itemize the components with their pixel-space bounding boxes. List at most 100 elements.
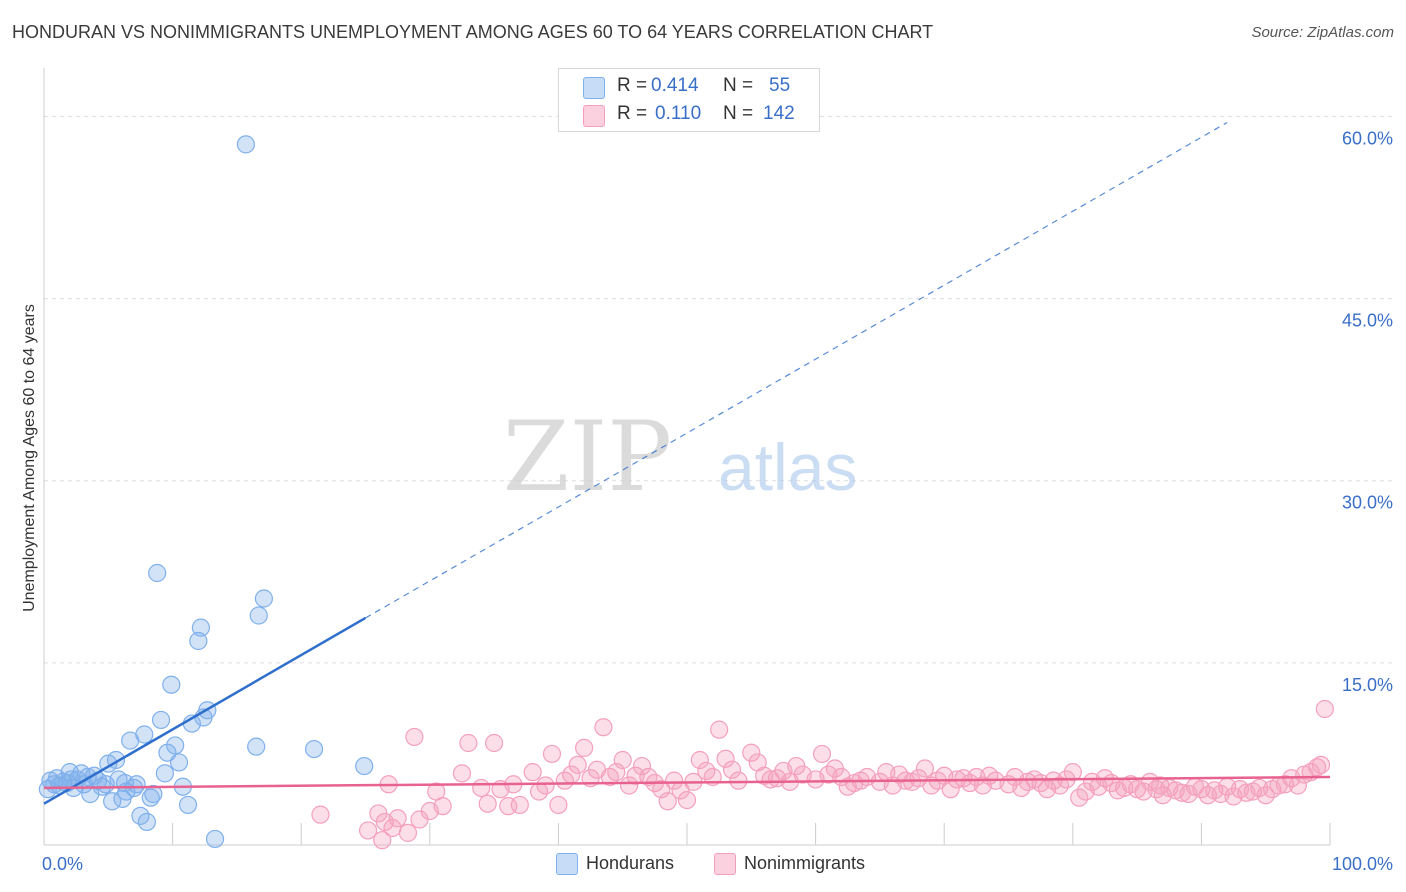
nonimmigrants-trend-line	[43, 775, 1331, 790]
watermark-atlas: atlas	[718, 430, 857, 504]
nonimmigrants-point	[472, 778, 491, 798]
nonimmigrants-point	[594, 718, 613, 737]
nonimmigrants-point	[358, 821, 378, 840]
y-tick-label: 30.0%	[1342, 493, 1393, 513]
hondurans-r-value: 0.414	[651, 75, 699, 96]
nonimmigrants-legend-label: Nonimmigrants	[744, 853, 866, 873]
r-label: R =	[617, 75, 648, 96]
nonimmigrants-r-value: 0.110	[655, 103, 702, 124]
nonimmigrants-point	[1151, 776, 1170, 795]
x-tick-label: 100.0%	[1332, 854, 1393, 874]
hondurans-point	[247, 737, 266, 756]
hondurans-point	[254, 589, 274, 608]
nonimmigrants-point	[1018, 772, 1037, 791]
y-tick-label: 45.0%	[1342, 311, 1393, 331]
nonimmigrants-point	[398, 823, 418, 842]
nonimmigrants-point	[568, 755, 587, 774]
hondurans-point	[162, 675, 181, 694]
nonimmigrants-swatch	[583, 105, 605, 127]
source-credit: Source: ZipAtlas.com	[1251, 24, 1394, 41]
hondurans-legend-label: Hondurans	[586, 853, 675, 873]
nonimmigrants-point	[1315, 699, 1334, 719]
hondurans-point	[155, 764, 174, 783]
nonimmigrants-point	[716, 749, 735, 768]
nonimmigrants-point	[658, 792, 677, 811]
nonimmigrants-point	[1108, 781, 1127, 800]
legend-row-hondurans: R = 0.414 N = 55	[583, 75, 813, 99]
legend-item-nonimmigrants[interactable]: Nonimmigrants	[714, 852, 894, 876]
grid-lines	[44, 115, 1392, 664]
hondurans-legend-swatch	[556, 853, 578, 875]
nonimmigrants-point	[812, 744, 832, 764]
data-points	[38, 135, 1334, 850]
nonimmigrants-point	[677, 790, 697, 810]
nonimmigrants-point	[838, 777, 857, 796]
hondurans-point	[166, 736, 185, 755]
nonimmigrants-n-value: 142	[763, 103, 795, 124]
nonimmigrants-point	[405, 727, 424, 747]
nonimmigrants-point	[427, 782, 446, 801]
nonimmigrants-point	[665, 771, 684, 790]
nonimmigrants-point	[1311, 755, 1331, 774]
stats-legend: R = 0.414 N = 55 R = 0.110 N = 142	[558, 68, 820, 132]
nonimmigrants-point	[902, 772, 922, 791]
hondurans-trend-line	[43, 616, 367, 805]
legend-row-nonimmigrants: R = 0.110 N = 142	[583, 103, 813, 127]
hondurans-point	[191, 618, 210, 637]
hondurans-point	[151, 710, 171, 730]
trend-lines	[43, 121, 1331, 805]
nonimmigrants-point	[613, 750, 632, 770]
nonimmigrants-point	[523, 763, 542, 782]
n-label: N =	[723, 75, 754, 96]
hondurans-point	[178, 795, 198, 815]
r-label: R =	[617, 103, 648, 124]
hondurans-point	[158, 743, 177, 762]
hondurans-point	[144, 784, 163, 804]
nonimmigrants-point	[459, 733, 478, 753]
x-tick-label: 0.0%	[42, 854, 83, 874]
nonimmigrants-point	[626, 766, 645, 785]
nonimmigrants-point	[373, 831, 392, 850]
hondurans-n-value: 55	[769, 75, 791, 96]
hondurans-swatch	[583, 77, 605, 99]
nonimmigrants-point	[549, 795, 568, 815]
n-label: N =	[723, 103, 754, 124]
nonimmigrants-point	[632, 756, 652, 776]
nonimmigrants-point	[311, 805, 330, 824]
hondurans-point	[169, 753, 189, 772]
nonimmigrants-point	[954, 769, 973, 788]
nonimmigrants-point	[530, 782, 549, 801]
chart-title: HONDURAN VS NONIMMIGRANTS UNEMPLOYMENT A…	[12, 22, 934, 42]
nonimmigrants-point	[690, 750, 709, 770]
nonimmigrants-point	[729, 771, 748, 790]
hondurans-point	[137, 812, 156, 832]
nonimmigrants-point	[478, 794, 497, 813]
hondurans-point	[355, 756, 374, 776]
nonimmigrants-point	[710, 720, 729, 739]
hondurans-point	[205, 829, 225, 849]
axes	[43, 68, 1331, 846]
y-tick-label: 60.0%	[1342, 128, 1393, 148]
nonimmigrants-point	[774, 761, 793, 781]
watermark: ZIP atlas	[503, 401, 858, 513]
hondurans-point	[249, 606, 268, 625]
watermark-zip: ZIP	[503, 401, 672, 513]
nonimmigrants-point	[1250, 778, 1269, 798]
hondurans-point	[115, 773, 135, 793]
nonimmigrants-point	[542, 744, 562, 764]
hondurans-point	[148, 563, 167, 583]
legend-item-hondurans[interactable]: Hondurans	[556, 852, 696, 876]
nonimmigrants-point	[722, 760, 742, 779]
nonimmigrants-point	[388, 809, 407, 828]
nonimmigrants-point	[915, 759, 935, 778]
nonimmigrants-point	[510, 795, 529, 815]
nonimmigrants-point	[761, 770, 780, 789]
hondurans-point	[304, 739, 324, 759]
hondurans-trend-extension	[365, 121, 1228, 619]
nonimmigrants-legend-swatch	[714, 853, 736, 875]
y-tick-label: 15.0%	[1342, 675, 1393, 695]
nonimmigrants-point	[1063, 763, 1082, 782]
nonimmigrants-point	[620, 776, 639, 795]
hondurans-point	[236, 135, 256, 154]
